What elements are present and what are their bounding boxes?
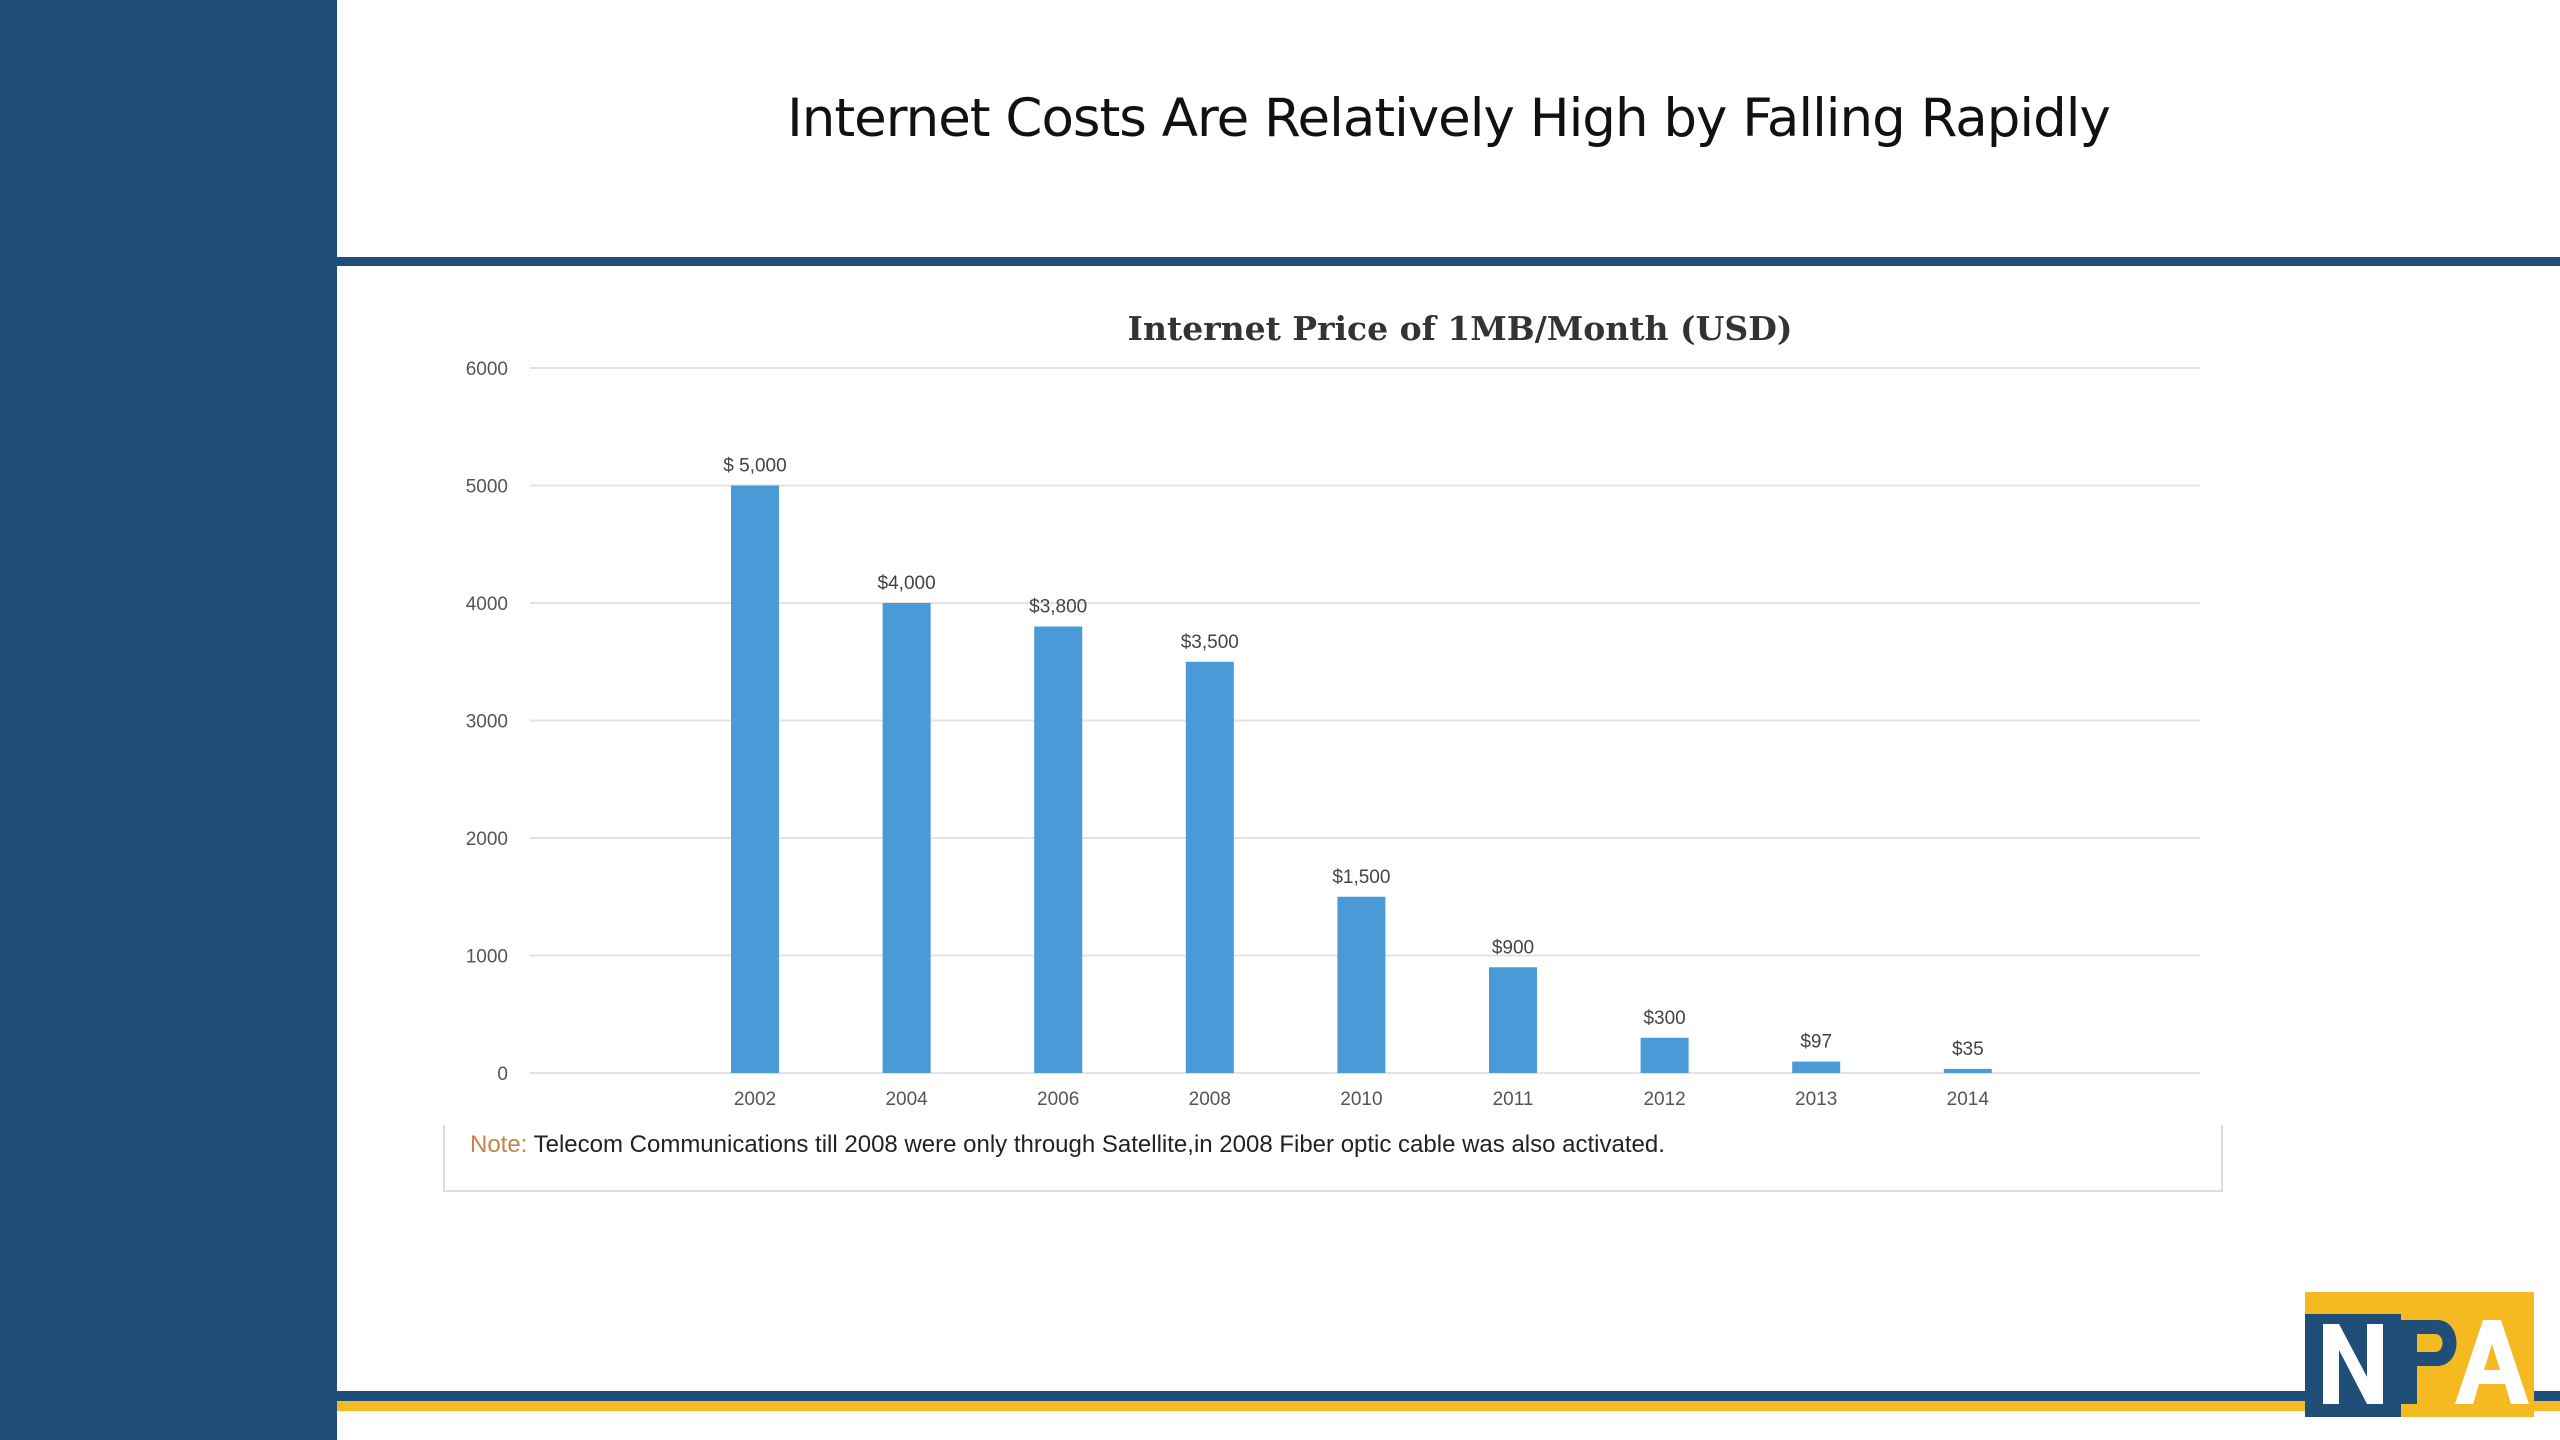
x-tick-label: 2008 bbox=[1189, 1089, 1231, 1110]
x-tick-label: 2002 bbox=[734, 1089, 776, 1110]
note-box bbox=[443, 1125, 2223, 1192]
bar bbox=[1185, 661, 1234, 1073]
x-tick-label: 2010 bbox=[1340, 1089, 1382, 1110]
x-tick-label: 2004 bbox=[885, 1089, 928, 1110]
y-tick-label: 3000 bbox=[466, 712, 508, 733]
note-text: Telecom Communications till 2008 were on… bbox=[527, 1131, 1665, 1158]
bar-chart: Internet Price of 1MB/Month (USD) 0 1000 2… bbox=[466, 309, 2200, 1110]
chart-note: Note: Telecom Communications till 2008 w… bbox=[470, 1131, 1665, 1159]
data-label: $3,500 bbox=[1181, 632, 1239, 653]
bar bbox=[1640, 1037, 1689, 1073]
bar bbox=[1034, 626, 1083, 1073]
y-tick-label: 5000 bbox=[466, 477, 508, 498]
x-tick-label: 2011 bbox=[1493, 1089, 1534, 1110]
bar bbox=[1943, 1068, 1992, 1073]
bar bbox=[882, 603, 931, 1073]
y-tick-label: 6000 bbox=[466, 359, 508, 380]
npa-logo bbox=[2305, 1292, 2534, 1417]
footer-rule-blue bbox=[337, 1391, 2560, 1401]
data-label: $ 5,000 bbox=[723, 456, 786, 477]
slide-title: Internet Costs Are Relatively High by Fa… bbox=[787, 88, 2111, 149]
x-tick-label: 2006 bbox=[1037, 1089, 1079, 1110]
data-label: $900 bbox=[1492, 937, 1534, 958]
sidebar-band bbox=[0, 0, 337, 1440]
title-divider bbox=[337, 257, 2560, 266]
y-tick-label: 0 bbox=[497, 1064, 508, 1085]
bar bbox=[1489, 967, 1537, 1073]
y-tick-label: 2000 bbox=[466, 829, 508, 850]
data-label: $4,000 bbox=[878, 573, 936, 594]
x-tick-label: 2012 bbox=[1643, 1089, 1685, 1110]
y-tick-label: 4000 bbox=[466, 594, 508, 615]
data-label: $1,500 bbox=[1332, 867, 1390, 888]
y-tick-label: 1000 bbox=[466, 947, 508, 968]
data-label: $3,800 bbox=[1029, 597, 1087, 618]
bar bbox=[1792, 1061, 1841, 1073]
note-label: Note: bbox=[470, 1131, 528, 1158]
data-label: $35 bbox=[1952, 1039, 1984, 1060]
footer-rule-gold bbox=[337, 1401, 2560, 1411]
data-label: $300 bbox=[1643, 1008, 1685, 1029]
data-label: $97 bbox=[1800, 1032, 1832, 1053]
x-tick-label: 2013 bbox=[1795, 1089, 1837, 1110]
chart-title: Internet Price of 1MB/Month (USD) bbox=[1128, 309, 1793, 348]
x-tick-label: 2014 bbox=[1947, 1089, 1990, 1110]
bar bbox=[731, 485, 779, 1073]
bar bbox=[1337, 896, 1386, 1073]
